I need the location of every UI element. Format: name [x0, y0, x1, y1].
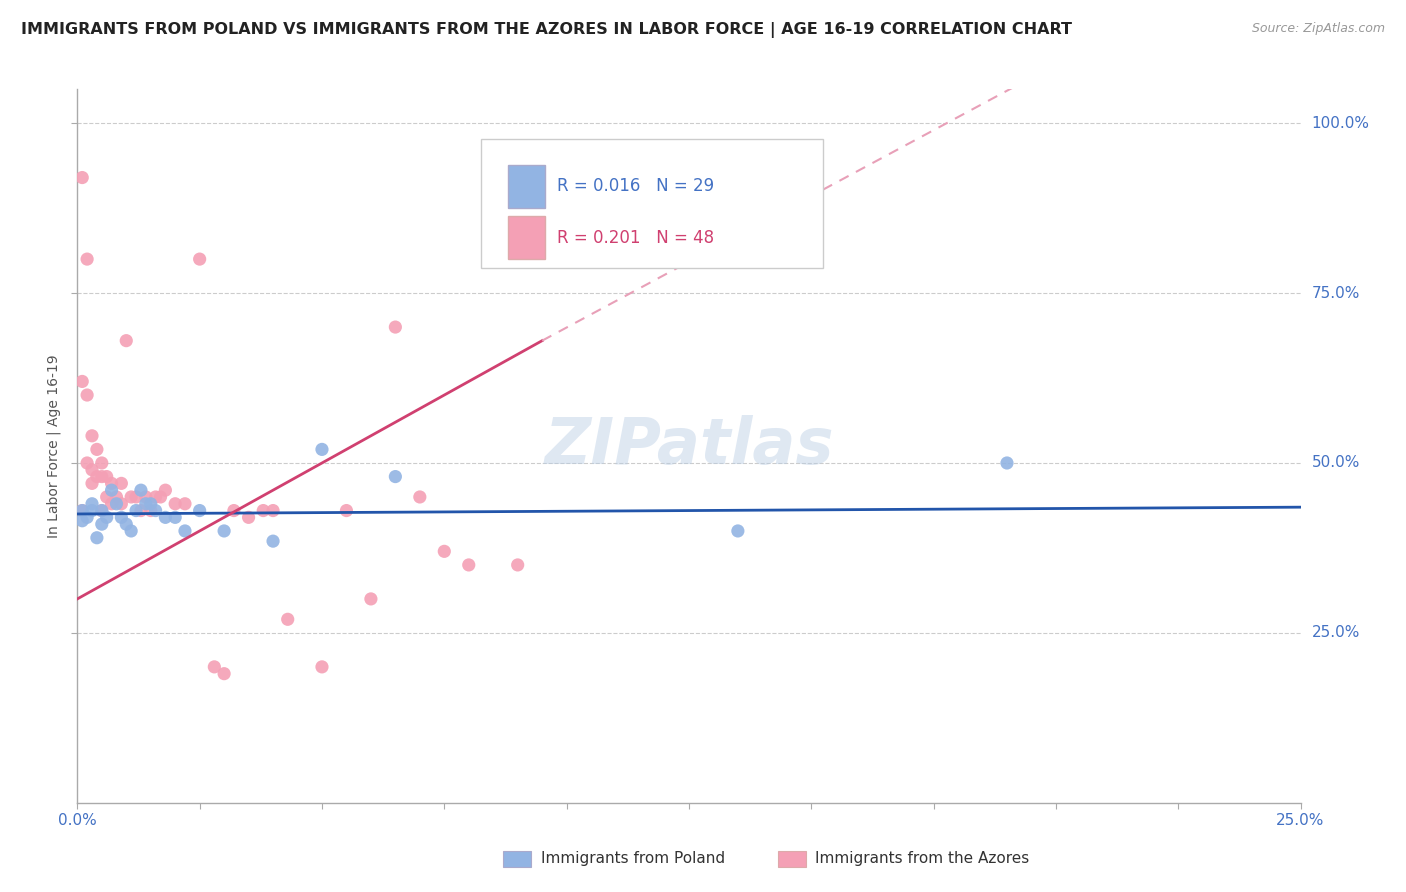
- Point: [384, 469, 406, 483]
- Point: [155, 510, 177, 524]
- Point: [202, 660, 225, 674]
- Point: [70, 170, 93, 185]
- Point: [100, 483, 122, 498]
- Point: [105, 490, 128, 504]
- Point: [149, 490, 172, 504]
- Point: [174, 524, 197, 538]
- Point: [139, 497, 162, 511]
- Point: [165, 497, 187, 511]
- Point: [433, 544, 456, 558]
- Text: Source: ZipAtlas.com: Source: ZipAtlas.com: [1251, 22, 1385, 36]
- Text: 25.0%: 25.0%: [1312, 625, 1360, 640]
- Point: [76, 510, 98, 524]
- Text: 75.0%: 75.0%: [1312, 285, 1360, 301]
- FancyBboxPatch shape: [481, 139, 824, 268]
- Point: [384, 320, 406, 334]
- Point: [76, 456, 98, 470]
- Point: [252, 503, 274, 517]
- Point: [188, 252, 211, 266]
- Point: [155, 483, 177, 498]
- Point: [120, 524, 142, 538]
- Text: ZIPatlas: ZIPatlas: [544, 415, 834, 477]
- Point: [100, 497, 122, 511]
- Point: [262, 534, 284, 549]
- Point: [76, 252, 98, 266]
- Point: [165, 510, 187, 524]
- Point: [311, 442, 333, 457]
- Point: [70, 375, 93, 389]
- Point: [311, 660, 333, 674]
- Point: [212, 524, 235, 538]
- FancyBboxPatch shape: [508, 216, 544, 259]
- Text: R = 0.016   N = 29: R = 0.016 N = 29: [557, 178, 714, 195]
- Point: [100, 476, 122, 491]
- Point: [96, 469, 118, 483]
- Point: [188, 503, 211, 517]
- Point: [76, 388, 98, 402]
- Point: [70, 503, 93, 517]
- Point: [125, 490, 148, 504]
- Point: [120, 490, 142, 504]
- Point: [96, 490, 118, 504]
- Point: [115, 334, 138, 348]
- Point: [129, 503, 152, 517]
- Point: [335, 503, 357, 517]
- Point: [96, 510, 118, 524]
- Point: [70, 514, 93, 528]
- Text: R = 0.201   N = 48: R = 0.201 N = 48: [557, 228, 714, 246]
- Point: [80, 497, 103, 511]
- Point: [129, 483, 152, 498]
- Point: [360, 591, 382, 606]
- Point: [110, 497, 132, 511]
- Point: [80, 503, 103, 517]
- FancyBboxPatch shape: [508, 165, 544, 208]
- Point: [139, 503, 162, 517]
- Point: [125, 503, 148, 517]
- Point: [70, 503, 93, 517]
- Point: [135, 497, 157, 511]
- Point: [80, 476, 103, 491]
- Point: [115, 517, 138, 532]
- Point: [80, 463, 103, 477]
- Y-axis label: In Labor Force | Age 16-19: In Labor Force | Age 16-19: [46, 354, 60, 538]
- Point: [174, 497, 197, 511]
- Point: [90, 503, 112, 517]
- Point: [110, 510, 132, 524]
- Point: [86, 531, 108, 545]
- Point: [727, 524, 749, 538]
- Point: [995, 456, 1018, 470]
- Point: [277, 612, 299, 626]
- Text: 100.0%: 100.0%: [1312, 116, 1369, 131]
- Point: [105, 497, 128, 511]
- Point: [90, 503, 112, 517]
- Point: [110, 476, 132, 491]
- Point: [145, 490, 167, 504]
- Text: IMMIGRANTS FROM POLAND VS IMMIGRANTS FROM THE AZORES IN LABOR FORCE | AGE 16-19 : IMMIGRANTS FROM POLAND VS IMMIGRANTS FRO…: [21, 22, 1073, 38]
- Point: [90, 456, 112, 470]
- Point: [86, 469, 108, 483]
- Point: [212, 666, 235, 681]
- Point: [86, 442, 108, 457]
- Point: [90, 517, 112, 532]
- Point: [409, 490, 432, 504]
- Point: [145, 503, 167, 517]
- Point: [135, 490, 157, 504]
- Text: 50.0%: 50.0%: [1312, 456, 1360, 470]
- Point: [90, 469, 112, 483]
- Point: [262, 503, 284, 517]
- Point: [80, 429, 103, 443]
- Point: [506, 558, 529, 572]
- Point: [238, 510, 260, 524]
- Point: [222, 503, 245, 517]
- Text: Immigrants from the Azores: Immigrants from the Azores: [815, 851, 1029, 865]
- Point: [457, 558, 479, 572]
- Text: Immigrants from Poland: Immigrants from Poland: [541, 851, 725, 865]
